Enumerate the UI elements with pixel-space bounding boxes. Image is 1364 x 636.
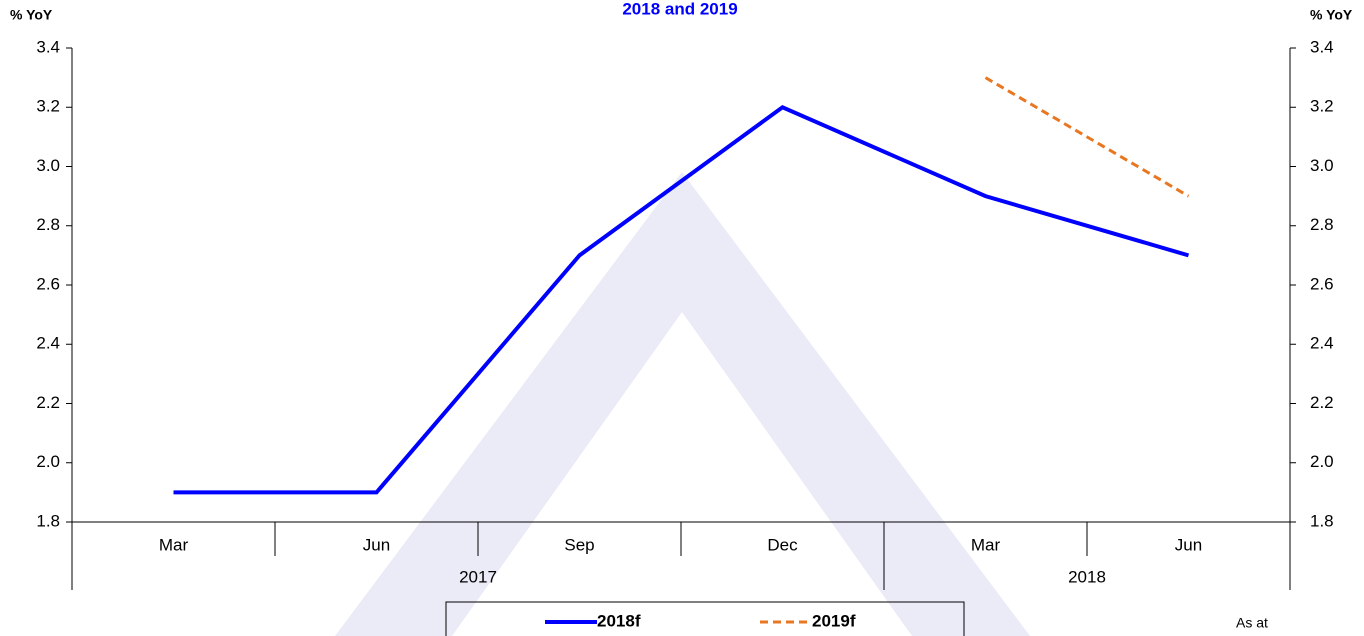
y-tick-label: 3.0 [36, 156, 60, 175]
y-tick-label: 2.4 [36, 334, 60, 353]
y-tick-label: 2.6 [36, 274, 60, 293]
legend-label: 2019f [812, 611, 856, 630]
x-group-label: 2018 [1068, 567, 1106, 586]
y-tick-label: 3.2 [36, 97, 60, 116]
series-line [173, 104, 1190, 495]
x-tick-label: Jun [363, 535, 390, 554]
x-group-label: 2017 [459, 567, 497, 586]
x-tick-label: Mar [159, 535, 189, 554]
series-line [984, 76, 1190, 198]
y2-tick-label: 2.2 [1310, 393, 1334, 412]
y2-tick-label: 2.8 [1310, 215, 1334, 234]
x-tick-label: Sep [564, 535, 594, 554]
x-tick-label: Jun [1175, 535, 1202, 554]
legend-label: 2018f [597, 611, 641, 630]
y-tick-label: 2.8 [36, 215, 60, 234]
note: As at [1236, 615, 1268, 631]
legend-box [445, 601, 965, 636]
x-tick-label: Dec [767, 535, 798, 554]
watermark [335, 172, 1030, 636]
y2-tick-label: 2.6 [1310, 274, 1334, 293]
y2-tick-label: 2.4 [1310, 334, 1334, 353]
y2-tick-label: 3.0 [1310, 156, 1334, 175]
y2-axis-label: % YoY [1310, 7, 1353, 23]
chart-title: 2018 and 2019 [622, 0, 737, 18]
y-tick-label: 2.0 [36, 452, 60, 471]
y2-tick-label: 2.0 [1310, 452, 1334, 471]
y2-tick-label: 1.8 [1310, 511, 1334, 530]
y-tick-label: 1.8 [36, 511, 60, 530]
y2-tick-label: 3.2 [1310, 97, 1334, 116]
y2-tick-label: 3.4 [1310, 37, 1334, 56]
y-axis-label: % YoY [10, 7, 53, 23]
y-tick-label: 3.4 [36, 37, 60, 56]
x-tick-label: Mar [971, 535, 1001, 554]
y-tick-label: 2.2 [36, 393, 60, 412]
